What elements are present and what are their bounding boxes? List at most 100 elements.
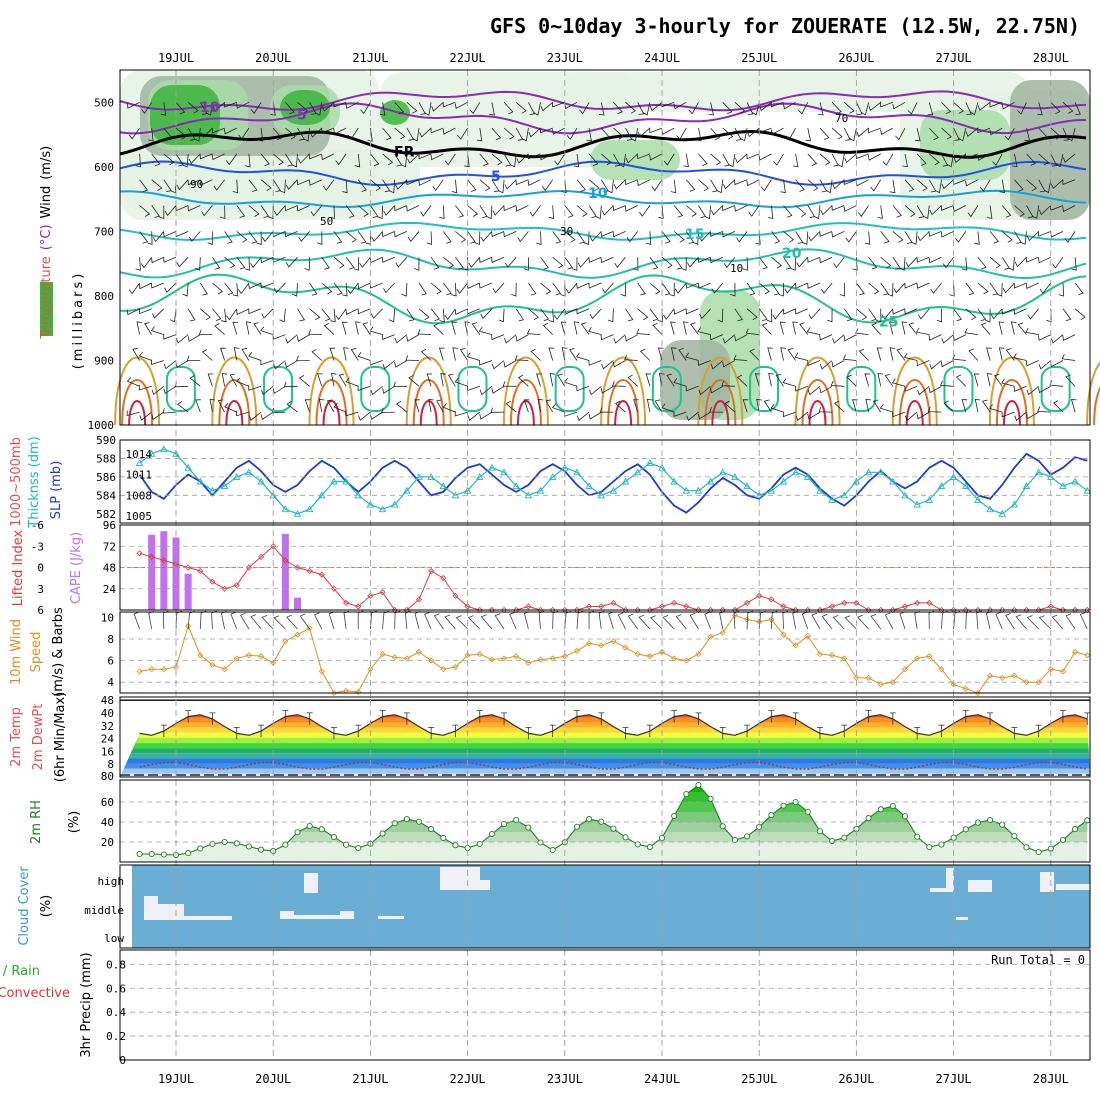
- wind-barb: [837, 153, 845, 168]
- wind-barb: [589, 231, 602, 242]
- thickness-point: [500, 468, 508, 476]
- lifted-index-point: [306, 567, 313, 575]
- wind-barb: [929, 360, 942, 370]
- wind-barb: [199, 179, 213, 186]
- surface-wind-barb: [649, 615, 663, 630]
- rh2m-point: [683, 791, 690, 798]
- wind-barb: [856, 308, 868, 321]
- wind-barb: [730, 282, 736, 297]
- rh2m-point: [999, 821, 1006, 828]
- thickness-point: [986, 505, 994, 513]
- wind-barb: [940, 360, 954, 368]
- wind-barb: [212, 282, 224, 295]
- wind-barb: [126, 101, 140, 109]
- wind-barb: [454, 377, 468, 387]
- wind-barb: [779, 321, 786, 335]
- wind-barb: [595, 205, 602, 220]
- rh2m-point: [719, 823, 726, 830]
- wind-speed-point: [853, 674, 860, 681]
- thickness-point: [196, 477, 205, 485]
- wind-barb: [844, 102, 855, 114]
- lifted-index-point: [379, 589, 386, 596]
- cloud-cover-block: [294, 915, 340, 919]
- wind-barb: [1062, 153, 1076, 163]
- wind-barb: [233, 347, 240, 361]
- wind-barb: [675, 282, 687, 294]
- wind-barb: [253, 322, 262, 335]
- wind-barb: [588, 282, 602, 289]
- wind-barb: [151, 179, 163, 192]
- wind-barb: [139, 179, 149, 193]
- wind-barb: [783, 231, 795, 243]
- wind-barb: [697, 360, 711, 366]
- wind-barb: [899, 257, 906, 271]
- wind-barb: [734, 308, 743, 322]
- wind-barb: [734, 179, 748, 186]
- wind-barb: [1005, 348, 1015, 361]
- lifted-index-point: [598, 603, 605, 610]
- wind-barb: [645, 231, 652, 245]
- rh2m-point: [816, 828, 824, 835]
- thickness-point: [147, 449, 156, 457]
- cape-bar: [184, 573, 192, 610]
- wind-barb: [345, 377, 359, 387]
- temp-minmax-bar: [841, 724, 848, 738]
- wind-barb: [459, 348, 468, 361]
- wind-barb: [989, 101, 1003, 108]
- wind-barb: [767, 205, 774, 220]
- wind-barb: [722, 334, 736, 344]
- wind-barb: [467, 411, 481, 421]
- wind-barb: [577, 256, 590, 268]
- wind-barb: [382, 360, 395, 370]
- wind-barb: [311, 348, 323, 361]
- thermal-contour: [891, 356, 938, 426]
- wind-barb: [382, 256, 395, 263]
- wind-speed-point: [901, 666, 909, 673]
- wind-barb: [309, 179, 322, 186]
- wind-barb: [1024, 128, 1031, 142]
- thickness-point: [1010, 500, 1019, 508]
- wind-speed-point: [1059, 668, 1067, 675]
- wind-barb: [868, 256, 878, 270]
- wind-barb: [630, 128, 639, 142]
- cloud-cover-block: [184, 916, 232, 920]
- wind-barb: [649, 127, 663, 134]
- thickness-point: [682, 486, 691, 494]
- wind-barb: [272, 153, 284, 166]
- surface-wind-barb: [343, 610, 350, 630]
- slp-ylabel: Thicknss (dm): [27, 436, 42, 528]
- wind-barb: [808, 231, 821, 242]
- wind-barb: [711, 205, 724, 216]
- lifted-index-point: [914, 599, 921, 606]
- wind-barb: [968, 348, 979, 361]
- wind-speed-point: [658, 648, 666, 656]
- wind-barb: [436, 399, 444, 413]
- wind-barb: [830, 380, 845, 387]
- wind-barb: [992, 153, 1003, 166]
- surface-wind-barb: [187, 610, 195, 630]
- temp-minmax-bar: [330, 727, 337, 740]
- thickness-point: [1022, 482, 1031, 490]
- wind-barb: [452, 347, 458, 361]
- wind-barb: [961, 257, 968, 271]
- wind-barb: [820, 205, 833, 216]
- wind-barb: [1038, 256, 1051, 264]
- wind-barb: [479, 282, 493, 289]
- thickness-point: [439, 482, 448, 490]
- surface-wind-barb: [1038, 615, 1052, 630]
- wind-barb: [486, 205, 493, 220]
- wind-barb: [586, 128, 592, 142]
- wind-barb: [426, 373, 433, 387]
- wind-barb: [135, 153, 141, 168]
- rh2m-point: [282, 841, 289, 848]
- wind-speed-point: [877, 681, 884, 688]
- wind-barb: [615, 400, 626, 413]
- wind-barb: [540, 282, 552, 295]
- wind-barb: [188, 153, 201, 164]
- dewpoint-contour: [263, 366, 294, 412]
- wind-speed-point: [488, 656, 495, 663]
- rh2m-point: [343, 841, 350, 848]
- wind-barb: [1062, 205, 1076, 213]
- date-label-bottom: 24JUL: [644, 1072, 680, 1086]
- wind-barb: [1038, 231, 1051, 237]
